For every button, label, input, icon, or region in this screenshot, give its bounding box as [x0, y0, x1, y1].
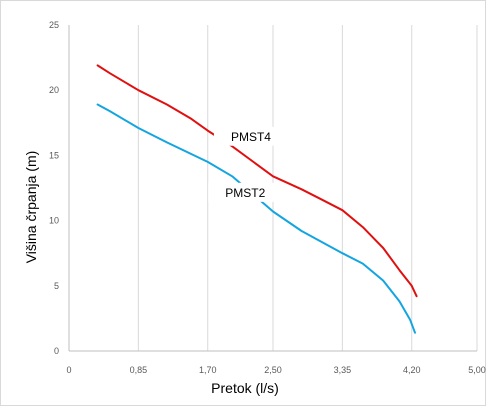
x-tick-label: 0 [66, 365, 71, 375]
x-tick-label: 5,00 [468, 365, 486, 375]
series-label-pmst2: PMST2 [225, 186, 265, 200]
x-tick-label: 1,70 [199, 365, 217, 375]
y-tick-label: 25 [49, 20, 59, 30]
axes [68, 25, 477, 352]
series-line-pmst2 [96, 103, 416, 334]
y-axis-title: Višina črpanja (m) [23, 151, 39, 264]
x-tick-label: 4,20 [403, 365, 421, 375]
y-tick-label: 15 [49, 150, 59, 160]
series-layer [96, 64, 418, 334]
x-tick-label: 0,85 [130, 365, 148, 375]
series-line-pmst4 [96, 64, 418, 298]
x-tick-label: 2,50 [264, 365, 282, 375]
x-tick-label: 3,35 [334, 365, 352, 375]
x-axis-title: Pretok (l/s) [211, 380, 279, 396]
tick-labels: 0 0,85 1,70 2,50 3,35 4,20 5,00 0 5 10 15 20 25 [49, 20, 486, 375]
series-label-box [208, 182, 283, 202]
y-tick-label: 0 [54, 346, 59, 356]
series-labels: PMST4 PMST2 [208, 126, 288, 202]
series-label-pmst4: PMST4 [231, 130, 271, 144]
y-tick-label: 20 [49, 85, 59, 95]
grid [137, 25, 478, 351]
series-label-box [213, 126, 288, 146]
y-tick-label: 10 [49, 216, 59, 226]
y-tick-label: 5 [54, 281, 59, 291]
